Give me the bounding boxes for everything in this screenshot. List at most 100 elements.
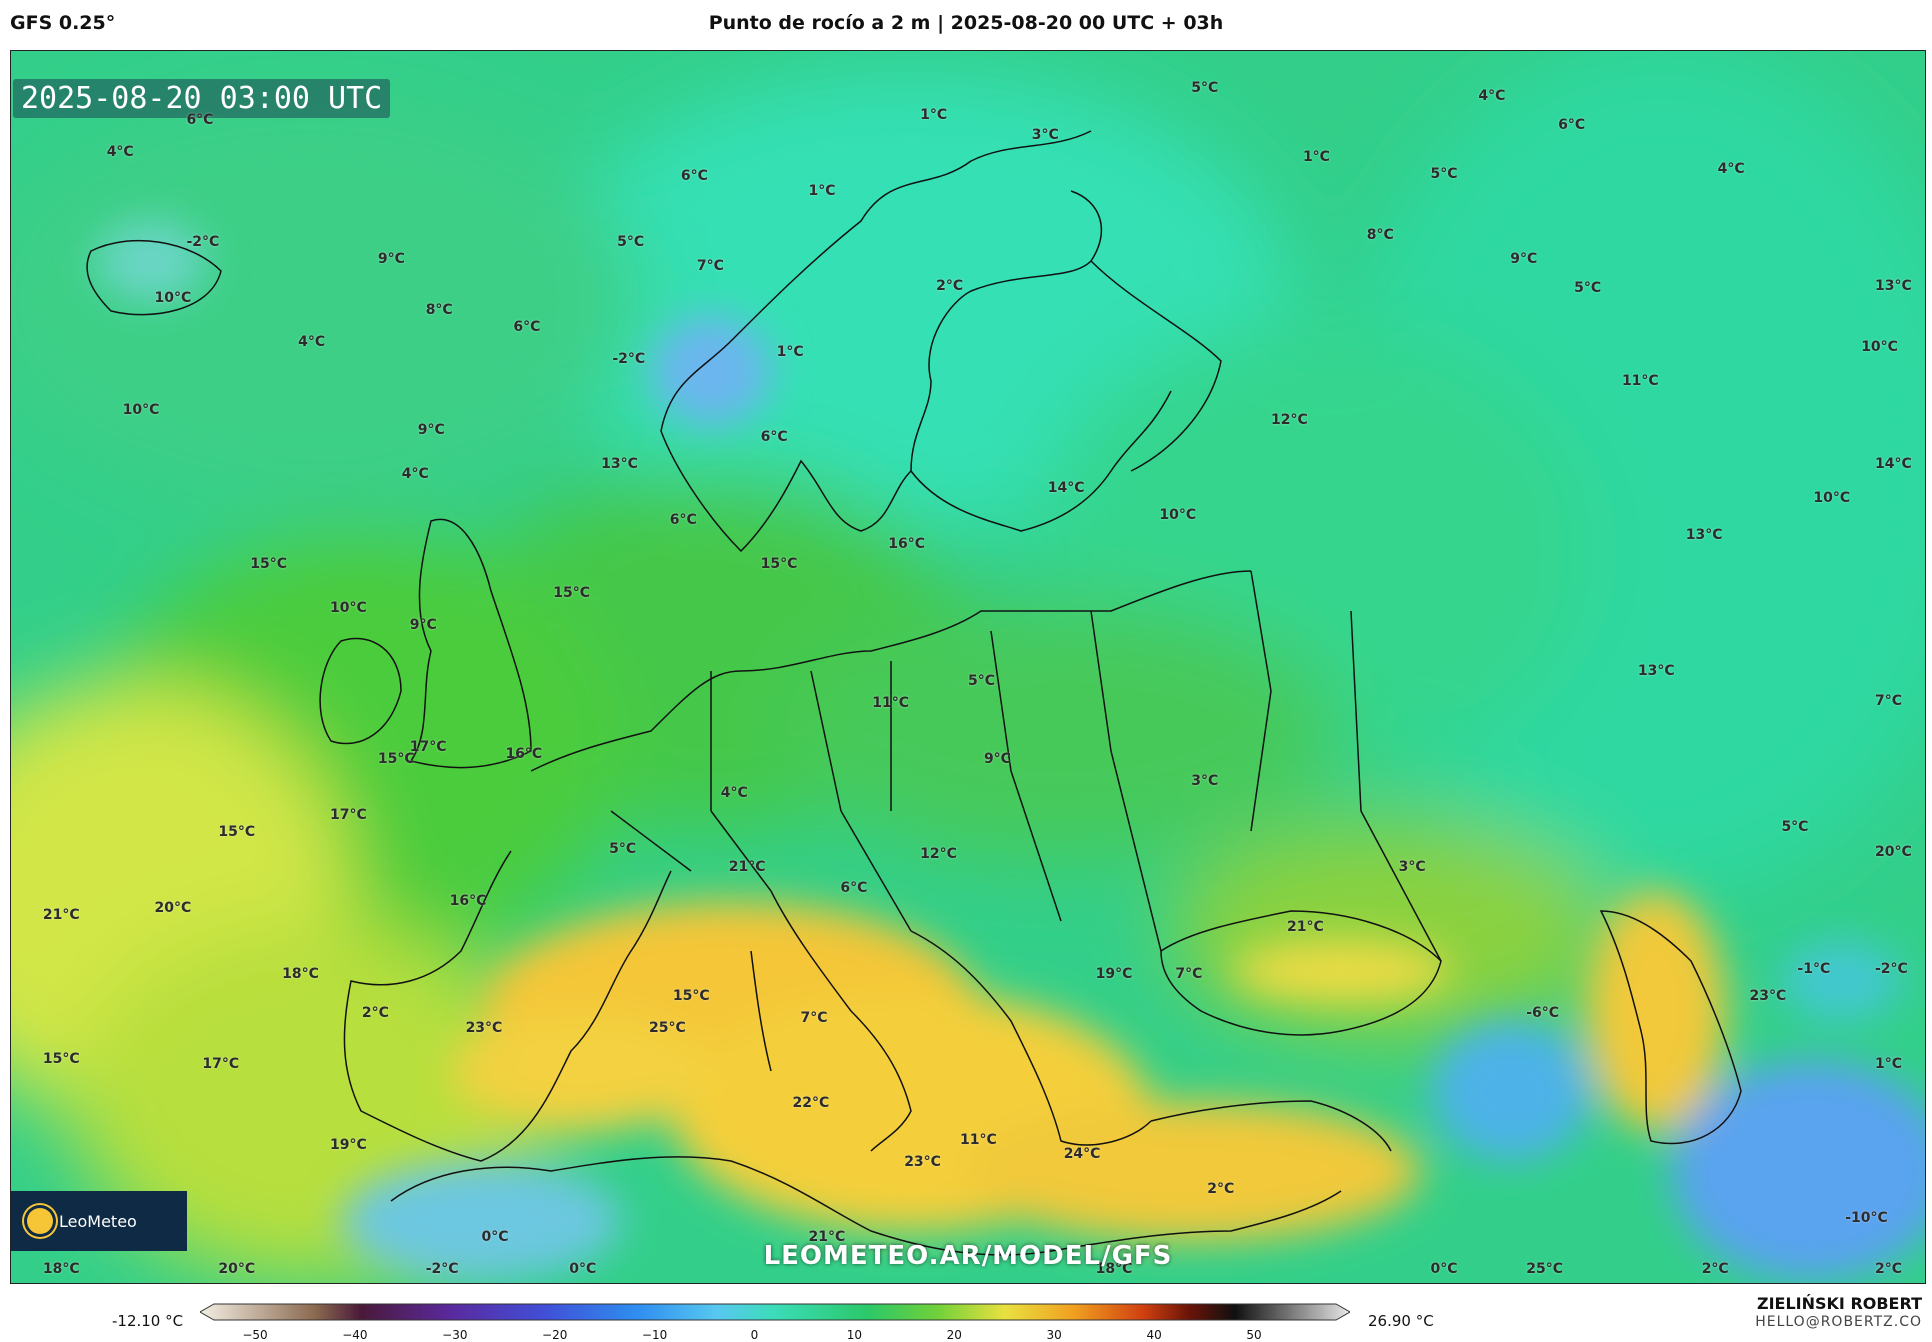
temp-label: 10°C [154,290,192,307]
temp-label: 4°C [720,785,748,802]
model-label: GFS 0.25° [10,12,116,34]
temp-label: 9°C [377,251,405,268]
legend-tick: −20 [542,1328,568,1342]
temp-label: 2°C [1875,1261,1903,1278]
temp-label: 7°C [800,1009,828,1026]
temp-label: 23°C [1749,987,1787,1004]
temp-label: 14°C [1047,480,1085,497]
temp-label: 14°C [1875,455,1912,472]
temp-label: 2°C [1207,1180,1235,1197]
temp-label: 23°C [904,1153,941,1170]
temp-label: 4°C [1478,87,1506,104]
legend-tick: 20 [946,1328,962,1342]
coastline-iberia [343,850,672,1162]
temp-label: 11°C [960,1131,997,1148]
temp-label: 16°C [505,746,543,763]
temp-label: -6°C [1526,1004,1560,1021]
legend-tick: −10 [641,1328,668,1342]
temp-label: 15°C [672,987,710,1004]
legend-tick: −50 [242,1328,268,1342]
temp-label: 21°C [808,1229,846,1246]
temp-label: -2°C [612,351,646,368]
temp-label: 13°C [1875,277,1912,294]
temp-label: 12°C [920,846,957,863]
temp-label: 6°C [760,429,788,446]
temp-label: 18°C [282,965,319,982]
legend-tick: 30 [1046,1328,1062,1342]
temp-label: 16°C [888,536,926,553]
legend-tick: −40 [342,1328,368,1342]
legend-tick: 50 [1246,1328,1262,1342]
temp-label: 17°C [409,738,447,755]
legend-tick: 0 [750,1328,759,1342]
temp-label: 11°C [872,695,910,712]
leometeo-logo: LeoMeteo [11,1191,187,1251]
map-background [11,51,1925,1283]
temp-label: 3°C [1191,773,1219,790]
temp-label: -2°C [186,233,220,250]
temp-label: 8°C [1366,226,1394,243]
temp-label: 5°C [609,841,637,858]
coastline-baltic [910,390,1172,532]
temp-label: 1°C [1302,148,1330,165]
temp-label: -2°C [1875,960,1908,977]
temp-label: 5°C [968,673,996,690]
coastline-caspian [1599,910,1742,1145]
temp-label: 1°C [920,107,948,124]
coastline-scandinavia [660,130,1102,553]
temp-label: 4°C [401,465,429,482]
legend-tick: 40 [1146,1328,1162,1342]
temp-label: 13°C [601,455,638,472]
temp-label: -10°C [1845,1209,1888,1226]
legend-max-value: 26.90 °C [1368,1312,1434,1330]
temp-label: 9°C [1510,251,1538,268]
temp-label: 10°C [1861,338,1898,355]
author-email[interactable]: HELLO@ROBERTZ.CO [1755,1314,1922,1330]
temp-label: 6°C [669,512,697,529]
color-bar [200,1303,1350,1321]
temp-label: 9°C [409,616,437,633]
coastline-finland [1090,260,1222,472]
temp-label: 0°C [481,1229,509,1246]
legend-min-value: -12.10 °C [112,1312,184,1330]
temp-label: 21°C [1287,919,1324,936]
temp-label: 10°C [1813,490,1851,507]
temp-label: 23°C [465,1019,503,1036]
temp-label: 15°C [553,585,591,602]
temp-label: 12°C [1271,412,1308,429]
dewpoint-map[interactable]: 2025-08-20 03:00 UTC 4°C 6°C 4°C 1°C 5°C 3°C 1… [10,50,1926,1284]
coastline-continent [530,570,1252,772]
temp-label: 15°C [42,1051,80,1068]
temp-label: 20°C [154,899,192,916]
map-title: Punto de rocío a 2 m | 2025-08-20 00 UTC… [708,12,1224,34]
temp-label: 3°C [1031,126,1059,143]
temp-label: 7°C [1175,965,1203,982]
coastline-north-africa [390,1156,1342,1256]
temp-label: 5°C [1781,819,1809,836]
valid-time: 2025-08-20 03:00 UTC [13,79,391,118]
coastline-iceland [86,239,222,316]
temp-label: 15°C [218,824,256,841]
coastline-black-sea [1160,910,1442,1036]
temp-label: 1°C [808,182,836,199]
temp-label: -1°C [1797,960,1831,977]
temp-label: 5°C [617,233,645,250]
temp-label: 4°C [106,143,134,160]
coastline-balkans [910,930,1152,1146]
legend-tick: 10 [846,1328,863,1342]
coastline-italy [750,890,912,1152]
temp-label: 6°C [186,111,214,128]
temp-label: 7°C [1875,692,1903,709]
temp-label: 21°C [728,858,766,875]
temp-label: 9°C [983,751,1011,768]
temp-label: 22°C [792,1095,830,1112]
temp-label: 5°C [1191,80,1219,97]
temp-label: 1°C [776,343,804,360]
logo-text: LeoMeteo [59,1211,137,1231]
temp-label: 19°C [1095,965,1133,982]
temp-label: 18°C [42,1261,80,1278]
temp-label: 17°C [330,807,367,824]
temp-label: 2°C [1701,1261,1729,1278]
temp-label: 19°C [330,1136,367,1153]
temp-label: 16°C [449,892,487,909]
